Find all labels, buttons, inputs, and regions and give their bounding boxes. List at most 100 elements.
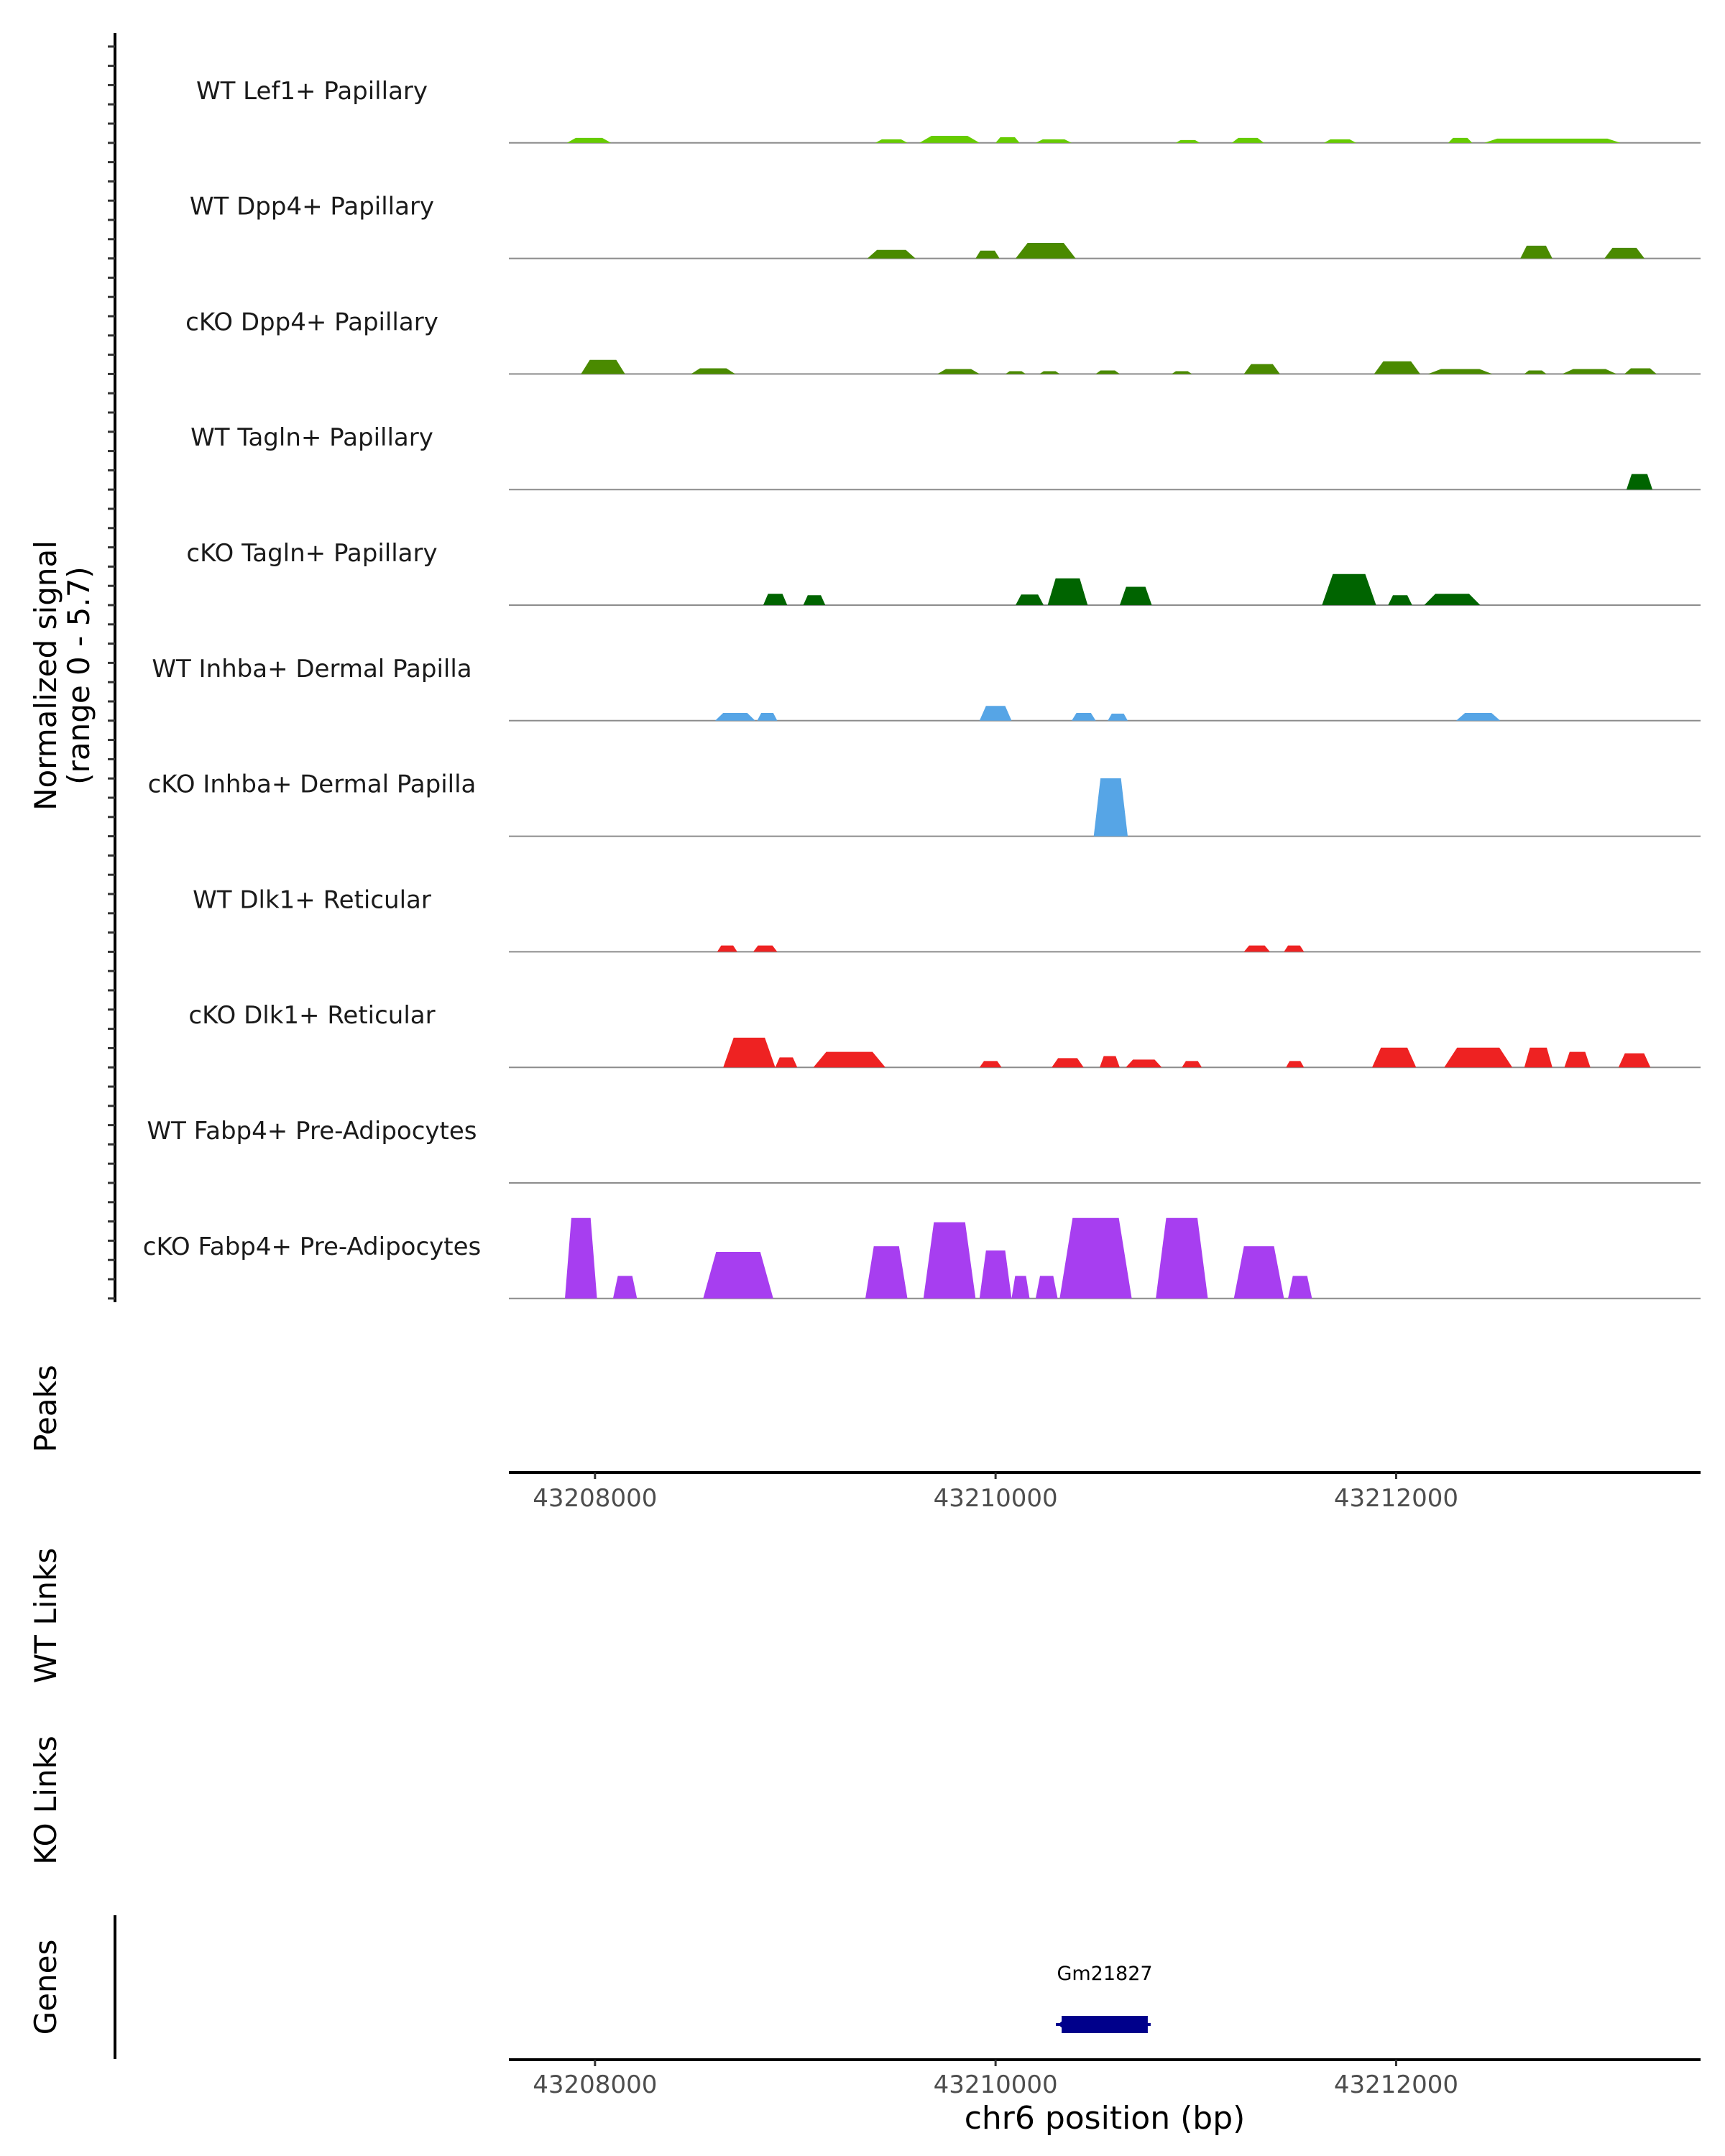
coverage-peak [975,250,1000,259]
coverage-peak [1175,139,1200,143]
coverage-peak [1288,1276,1312,1299]
genes-x-axis: 43208000 43210000 43212000 [533,2060,1458,2099]
coverage-peak [1006,371,1026,374]
track-label: cKO Inhba+ Dermal Papilla [148,770,477,799]
coverage-y-ticks [108,45,115,1300]
x-tick-label: 43212000 [1334,2070,1458,2099]
track-label: cKO Dpp4+ Papillary [185,308,438,336]
coverage-peak [937,369,980,374]
coverage-peak [923,1222,976,1299]
coverage-peak [1286,1061,1305,1068]
coverage-panel: Normalized signal (range 0 - 5.7) WT Lef… [28,33,1701,1302]
coverage-peak [1035,139,1072,143]
gene-Gm21827: Gm21827 [1056,1963,1153,2033]
coverage-peak [1624,368,1657,374]
coverage-peak [1324,139,1356,143]
coverage-peak [979,1061,1002,1068]
coverage-peak [979,1250,1012,1299]
x-axis-title: chr6 position (bp) [965,2100,1246,2137]
coverage-peak [1374,361,1420,374]
coverage-peak [1243,945,1270,952]
coverage-peak [1182,1061,1202,1068]
coverage-peak [875,139,908,143]
coverage-peak [763,594,788,605]
track-4: WT Tagln+ Papillary [190,423,1701,491]
coverage-peak [813,1051,886,1068]
track-label: cKO Fabp4+ Pre-Adipocytes [143,1233,482,1261]
coverage-peak [1456,713,1501,721]
track-2: WT Dpp4+ Papillary [190,193,1701,259]
coverage-peak [717,945,737,952]
track-label: WT Dpp4+ Papillary [190,193,434,221]
coverage-peak [1093,778,1128,837]
coverage-peak [775,1057,798,1068]
coverage-peak [979,706,1012,721]
coverage-peak [1562,369,1616,374]
genes-panel: Genes Gm21827 43208000 43210000 43212000 c… [28,1915,1701,2137]
coverage-peak [757,713,778,721]
coverage-peak [1156,1217,1208,1299]
track-7: cKO Inhba+ Dermal Papilla [148,770,1701,837]
coverage-peak [1444,1047,1513,1068]
coverage-peak [1284,945,1305,952]
coverage-peak [1039,371,1060,374]
coverage-peak [703,1252,773,1299]
coverage-peak [995,137,1020,143]
x-tick-label: 43210000 [934,1484,1058,1513]
coverage-peak [753,945,778,952]
track-label: WT Lef1+ Papillary [196,77,428,106]
coverage-peak [1322,573,1376,605]
coverage-peak [565,1217,597,1299]
coverage-peak [1243,364,1280,374]
ko-links-label: KO Links [28,1736,63,1865]
coverage-peak [1372,1047,1417,1068]
coverage-peak [865,1246,908,1299]
coverage-peak [715,713,755,721]
coverage-peak [1524,370,1547,374]
coverage-peak [1626,474,1653,490]
wt-links-label: WT Links [28,1548,63,1683]
coverage-peak [1448,137,1473,143]
coverage-peak [1424,594,1481,605]
track-1: WT Lef1+ Papillary [196,77,1701,144]
coverage-peak [1059,1217,1132,1299]
coverage-peak [867,249,916,259]
coverage-peak [612,1276,638,1299]
coverage-peak [1231,137,1264,143]
track-label: cKO Tagln+ Papillary [186,539,437,568]
coverage-peak [1618,1053,1651,1068]
track-label: WT Fabp4+ Pre-Adipocytes [147,1117,477,1146]
coverage-peak [1072,713,1096,721]
coverage-tracks: WT Lef1+ Papillary WT Dpp4+ Papillary cKO … [143,77,1701,1299]
track-label: WT Dlk1+ Reticular [193,885,431,914]
track-3: cKO Dpp4+ Papillary [185,308,1701,375]
coverage-peak [1520,245,1552,259]
coverage-peak [1428,369,1493,374]
peaks-label: Peaks [28,1365,63,1452]
coverage-peak [566,137,612,143]
coverage-peak [1095,370,1120,374]
coverage-peak [1011,1276,1030,1299]
coverage-peak [1016,243,1076,259]
track-11: cKO Fabp4+ Pre-Adipocytes [143,1217,1701,1299]
track-6: WT Inhba+ Dermal Papilla [152,655,1701,722]
track-label: cKO Dlk1+ Reticular [188,1001,435,1030]
peaks-panel: Peaks 43208000 43210000 43212000 [28,1365,1701,1513]
coverage-peak [1047,578,1088,605]
coverage-peak [723,1037,776,1068]
coverage-peak [1035,1276,1058,1299]
coverage-peak [1564,1051,1591,1068]
coverage-peak [581,359,625,374]
coverage-peak [1100,1056,1120,1068]
x-tick-label: 43210000 [934,2070,1058,2099]
coverage-peak [1108,714,1128,721]
track-10: WT Fabp4+ Pre-Adipocytes [147,1117,1701,1184]
track-5: cKO Tagln+ Papillary [186,539,1701,606]
track-8: WT Dlk1+ Reticular [193,885,1701,953]
coverage-peak [1484,138,1621,143]
track-9: cKO Dlk1+ Reticular [188,1001,1701,1069]
coverage-peak [1126,1059,1162,1068]
x-tick-label: 43212000 [1334,1484,1458,1513]
coverage-peak [919,136,980,143]
